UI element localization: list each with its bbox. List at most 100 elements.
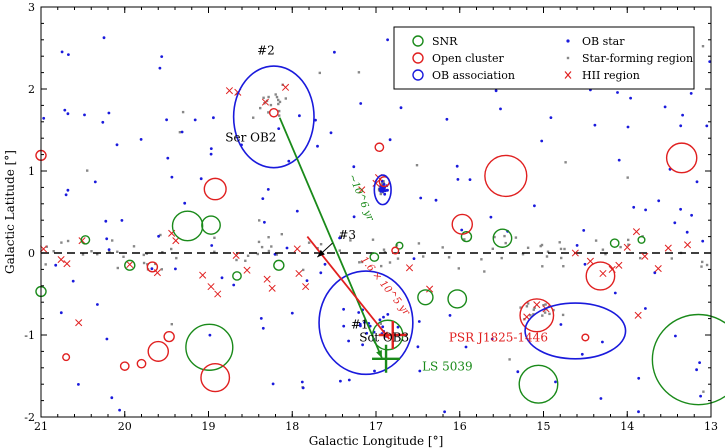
snr-circle [395,241,404,250]
open-cluster-circle [163,331,175,343]
sfr-point [396,257,400,260]
ob-star-point [263,220,266,224]
sfr-point [541,314,544,317]
ob-star-point [305,279,309,282]
sfr-point [539,244,542,248]
ob-star-point [417,320,421,323]
annotation-label: Sct OB3 [359,331,409,345]
sfr-point [447,256,451,259]
ob-star-point [448,314,452,317]
ob-star-point [170,175,174,179]
ob-star-point [212,116,215,120]
ob-star-point [601,340,604,344]
sfr-point [116,250,119,253]
ob-star-point [115,143,119,147]
sfr-point [508,358,511,361]
sfr-point [111,239,114,242]
ob-star-point [599,397,603,400]
ob-star-point [199,177,203,181]
track-arrowhead [376,349,382,358]
sfr-point [252,116,255,119]
sfr-point [379,192,382,196]
sfr-point [395,244,399,247]
ob-star-point [383,192,387,196]
sfr-point [604,252,607,256]
hii-region-marker [295,269,303,278]
ob-star-point [342,324,346,328]
sfr-point [639,256,642,260]
sfr-point [86,169,89,172]
hii-region-marker [405,264,414,272]
sfr-point [627,238,630,242]
sfr-point [543,311,547,314]
ob-star-point [290,311,294,315]
tracks-layer [278,117,391,359]
sfr-point [213,250,216,253]
open-cluster-circle [268,107,279,118]
snr-circle [417,289,434,306]
track-arrowhead [382,331,390,340]
sfr-point [132,245,136,248]
annotation-label: PSR J1825-1446 [449,331,548,345]
ob-star-point [261,326,265,330]
hii-region-marker [358,186,366,194]
ob-star-point [494,89,498,93]
sfr-point [529,314,532,317]
y-tick-label: 3 [28,1,35,14]
sfr-point [422,255,425,258]
x-axis-label: Galactic Longitude [°] [309,434,444,448]
hii-region-marker [426,285,434,293]
ob-star-point [60,50,64,54]
ob-star-point [77,383,80,386]
sfr-point [670,257,673,260]
sfr-point [627,243,630,246]
ob-star-point [101,120,105,124]
ob-star-point [549,116,553,119]
ob-star-point [681,113,684,117]
sfr-point [601,248,605,251]
sfr-point [96,253,99,256]
x-tick-label: 17 [369,420,383,433]
ob-star-point [554,380,557,384]
sfr-point [302,268,305,272]
ob-star-point [183,201,187,205]
sfr-point [81,253,85,256]
ob-star-point [637,410,640,414]
sfr-point [560,256,563,260]
ob-star-point [285,246,289,250]
y-tick-label: -2 [24,411,35,424]
sfr-point [491,247,494,250]
y-tick-label: 0 [28,247,35,260]
hii-region-marker [586,257,594,265]
sfr-point [441,246,444,249]
sfr-point [90,250,93,253]
snr-circle [232,271,242,281]
sfr-point [160,268,163,271]
sfr-point [108,250,111,254]
sfr-point [546,250,550,253]
ob-star-point [617,158,621,162]
open-cluster-circle [119,361,130,371]
ob-star-point [489,215,493,219]
sfr-point [181,110,185,114]
sfr-point [526,302,530,305]
ob-star-point [674,334,677,338]
snr-circle [80,235,91,245]
sfr-point [159,233,162,237]
sfr-point [500,256,503,260]
hii-region-marker [302,283,310,291]
hii-region-marker [664,244,672,252]
snr-circle [447,289,468,309]
ob-star-point [210,244,214,247]
sfr-point [275,95,279,99]
sfr-point [122,255,125,258]
ob-star-point [582,229,586,232]
open-cluster-circle [451,213,474,235]
sfr-point [525,305,529,308]
sfr-point [278,114,281,117]
track-line [278,117,383,359]
snr-circle [460,230,473,243]
legend: SNR Open cluster OB association OB star Star… [393,26,695,90]
hii-region-marker [199,271,207,279]
